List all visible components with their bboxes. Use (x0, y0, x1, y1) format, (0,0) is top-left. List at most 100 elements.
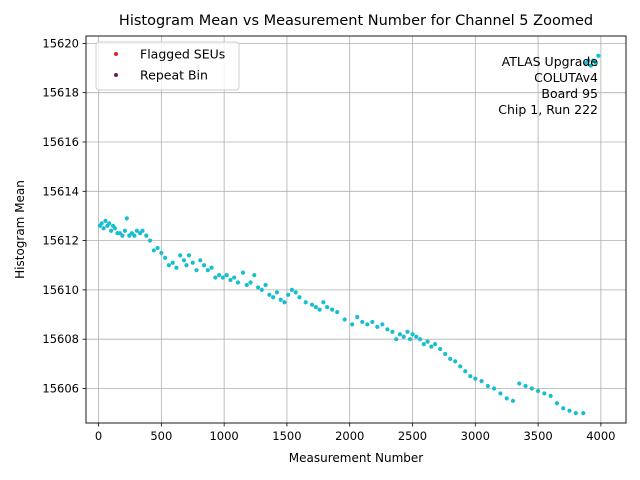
data-point-series-0 (140, 228, 145, 233)
data-point-series-0 (425, 339, 430, 344)
data-point-series-0 (397, 332, 403, 337)
data-point-series-0 (267, 292, 272, 297)
data-point-series-0 (124, 216, 129, 221)
data-point-series-0 (448, 356, 453, 362)
data-point-series-0 (390, 329, 395, 334)
annotation-line-1: ATLAS Upgrade (502, 54, 599, 69)
data-point-series-0 (385, 327, 390, 332)
data-point-series-0 (567, 408, 572, 413)
data-points (97, 53, 601, 416)
data-point-series-0 (360, 319, 365, 325)
y-tick-label: 15614 (42, 184, 79, 198)
data-point-series-0 (166, 263, 171, 268)
data-point-series-0 (99, 221, 104, 226)
x-tick-label: 1000 (209, 429, 238, 443)
data-point-series-0 (335, 309, 340, 315)
data-point-series-0 (365, 322, 370, 327)
data-point-series-0 (407, 337, 413, 342)
data-point-series-0 (330, 307, 335, 312)
data-point-series-0 (109, 228, 114, 233)
data-point-series-0 (213, 275, 218, 280)
data-point-series-0 (259, 287, 264, 292)
data-point-series-0 (309, 302, 315, 307)
data-point-series-0 (370, 319, 375, 325)
y-tick-label: 15612 (42, 234, 79, 248)
data-point-series-0 (458, 364, 463, 369)
data-point-series-0 (134, 228, 139, 233)
data-point-series-0 (122, 228, 128, 233)
data-point-series-0 (405, 329, 410, 334)
data-point-series-0 (228, 277, 233, 283)
data-point-series-0 (581, 411, 586, 416)
data-point-series-0 (588, 63, 593, 68)
x-tick-label: 0 (95, 429, 102, 443)
data-point-series-0 (410, 332, 415, 337)
data-point-series-0 (468, 374, 473, 379)
data-point-series-0 (163, 255, 168, 260)
x-tick-label: 500 (150, 429, 172, 443)
data-point-series-0 (209, 265, 214, 270)
data-point-series-0 (394, 337, 399, 342)
data-point-series-0 (103, 218, 108, 223)
data-point-series-0 (504, 396, 509, 401)
legend-label-flagged-seus: Flagged SEUs (140, 47, 225, 62)
data-point-series-0 (554, 401, 560, 406)
x-tick-label: 3500 (523, 429, 552, 443)
x-tick-label: 2500 (398, 429, 427, 443)
data-point-series-0 (263, 282, 268, 288)
data-point-series-0 (255, 285, 261, 290)
data-point-series-0 (548, 393, 553, 398)
data-point-series-0 (120, 233, 125, 238)
plot-area-frame (85, 35, 627, 424)
x-tick-label: 3000 (461, 429, 490, 443)
data-point-series-0 (321, 300, 326, 305)
y-tick-label: 15616 (42, 135, 79, 149)
data-point-series-0 (181, 258, 187, 263)
x-tick-label: 4000 (586, 429, 615, 443)
data-point-series-0 (443, 351, 448, 357)
data-point-series-0 (317, 307, 322, 312)
data-point-series-0 (463, 369, 468, 374)
data-point-series-0 (293, 290, 298, 295)
data-point-series-0 (485, 383, 490, 389)
data-point-series-0 (586, 58, 591, 63)
data-point-series-0 (429, 344, 434, 349)
legend: Flagged SEUs Repeat Bin (95, 41, 240, 91)
y-tick-label: 15618 (42, 86, 79, 100)
y-tick-label: 15608 (42, 332, 79, 346)
annotation-line-4: Chip 1, Run 222 (498, 102, 598, 117)
y-tick-label: 15620 (42, 36, 79, 50)
data-point-series-0 (184, 263, 189, 268)
data-point-series-0 (593, 61, 598, 66)
data-point-series-0 (453, 359, 458, 364)
data-point-series-0 (198, 258, 203, 263)
data-point-series-0 (240, 270, 246, 275)
data-point-series-0 (510, 398, 516, 403)
legend-box (95, 41, 240, 91)
data-point-series-0 (132, 233, 137, 238)
data-point-series-0 (170, 260, 175, 265)
data-point-series-0 (112, 226, 117, 231)
data-point-series-0 (561, 406, 566, 411)
data-point-series-0 (517, 381, 522, 386)
data-point-series-0 (151, 248, 156, 253)
data-point-series-0 (498, 391, 503, 396)
data-point-series-0 (289, 287, 295, 292)
data-point-series-0 (297, 295, 302, 300)
data-point-series-0 (433, 342, 438, 347)
data-point-series-0 (286, 292, 291, 297)
legend-label-repeat-bin: Repeat Bin (140, 68, 208, 83)
data-point-series-0 (220, 275, 225, 280)
data-point-series-0 (473, 376, 478, 381)
data-point-series-0 (303, 300, 308, 305)
data-point-series-0 (174, 265, 179, 270)
data-point-series-0 (355, 314, 360, 320)
grid (86, 36, 626, 423)
x-tick-label: 1500 (272, 429, 301, 443)
data-point-series-0 (201, 263, 207, 268)
data-point-series-0 (438, 346, 443, 352)
data-point-series-0 (178, 253, 183, 258)
data-point-series-0 (235, 280, 241, 285)
data-point-series-0 (414, 334, 419, 339)
